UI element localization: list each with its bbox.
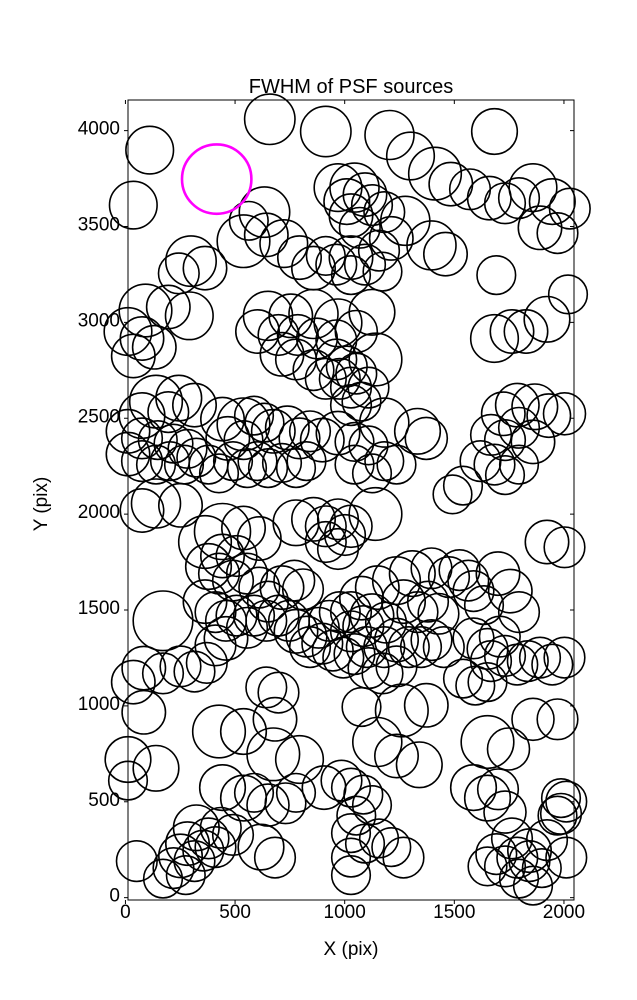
svg-text:3000: 3000 [78, 310, 120, 331]
svg-text:500: 500 [88, 790, 120, 811]
svg-text:FWHM of PSF sources: FWHM of PSF sources [249, 76, 453, 98]
svg-text:1000: 1000 [78, 694, 120, 715]
svg-text:500: 500 [219, 902, 251, 923]
svg-text:0: 0 [120, 902, 131, 923]
svg-text:1500: 1500 [433, 902, 475, 923]
svg-text:1500: 1500 [78, 598, 120, 619]
svg-text:1000: 1000 [324, 902, 366, 923]
svg-text:4000: 4000 [78, 119, 120, 140]
svg-text:0: 0 [109, 886, 120, 907]
svg-text:2000: 2000 [78, 502, 120, 523]
svg-text:2500: 2500 [78, 406, 120, 427]
svg-text:Y (pix): Y (pix) [31, 477, 52, 532]
svg-text:2000: 2000 [543, 902, 585, 923]
svg-text:X (pix): X (pix) [324, 939, 379, 960]
